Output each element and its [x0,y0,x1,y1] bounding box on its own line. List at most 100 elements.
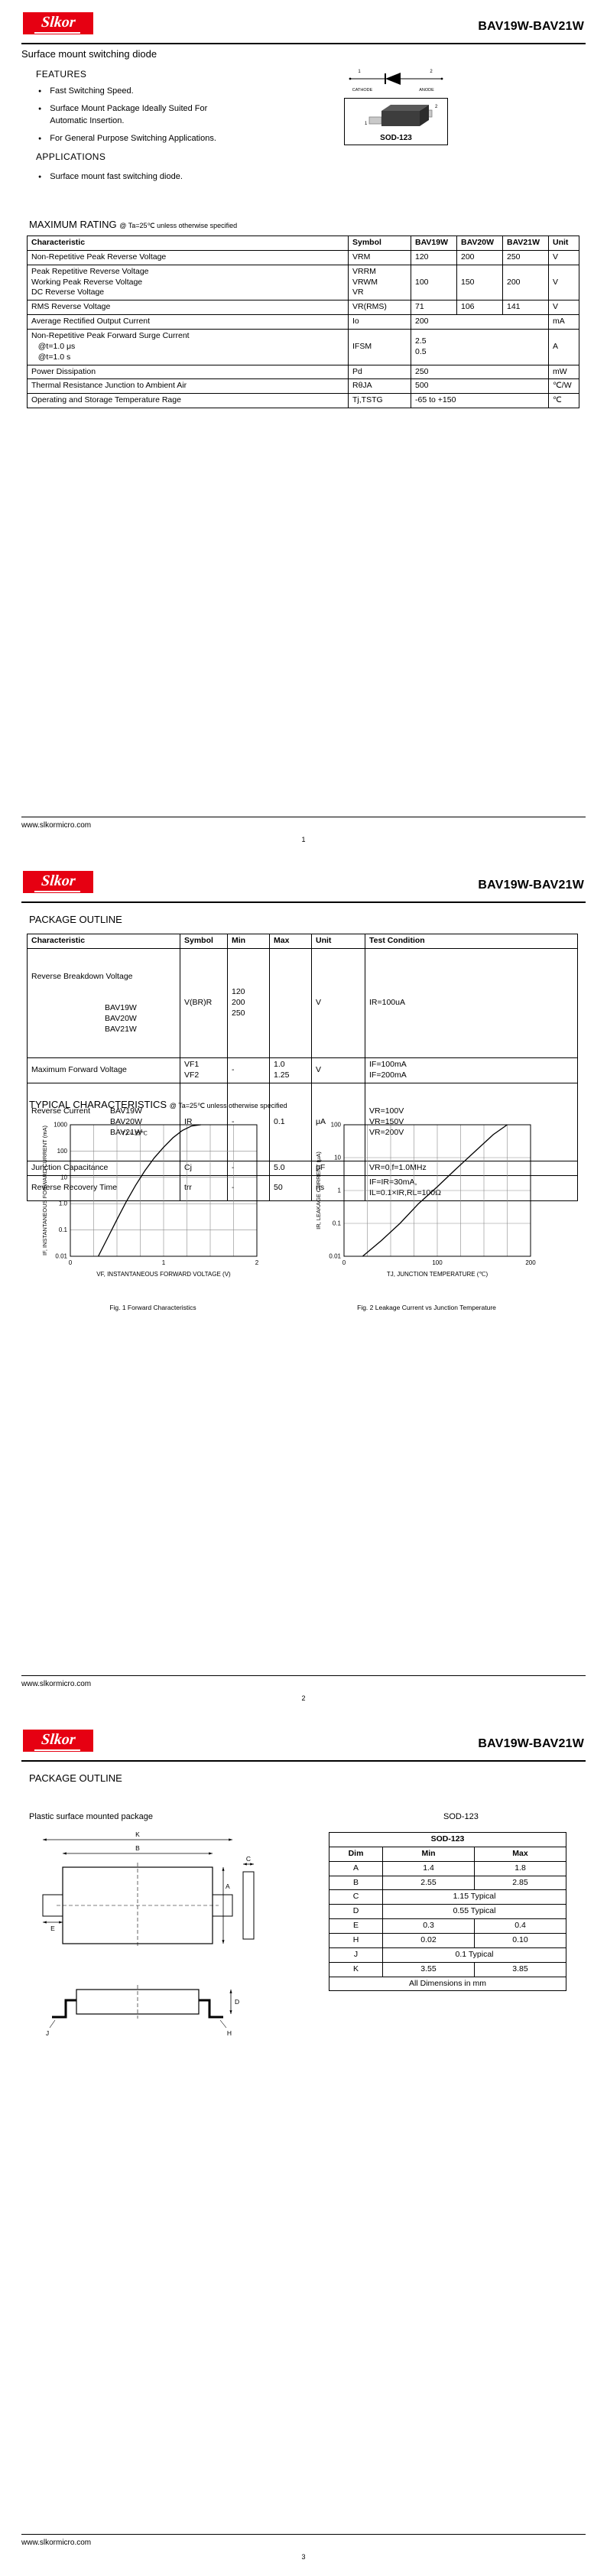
table-row: Average Rectified Output Current Io 200 … [27,314,579,330]
svg-text:0.01: 0.01 [55,1253,67,1260]
cell-unit: ℃ [548,393,579,409]
dim-label-d: D [235,1998,239,2006]
cell-value: 150 [456,264,503,301]
cell-symbol: IR [180,1083,228,1162]
maximum-rating-condition: @ Ta=25℃ unless otherwise specified [119,222,238,229]
svg-text:0.1: 0.1 [59,1226,68,1233]
footer-url: www.slkormicro.com [21,821,92,830]
maximum-rating-heading-row: MAXIMUM RATING @ Ta=25℃ unless otherwise… [29,219,237,230]
svg-text:VF, INSTANTANEOUS FORWARD VOLT: VF, INSTANTANEOUS FORWARD VOLTAGE (V) [96,1271,231,1278]
top-view-lead-left [42,1894,63,1917]
page-title: BAV19W-BAV21W [478,20,584,33]
header-divider [21,901,586,903]
package-name-label: SOD-123 [380,134,412,142]
package-top-face [381,105,429,111]
maximum-rating-heading: MAXIMUM RATING [29,219,117,230]
cell-characteristic: Non-Repetitive Peak Forward Surge Curren… [27,329,349,365]
end-view-body [242,1871,255,1940]
dimension-table-title: SOD-123 [328,1832,567,1847]
cell-max: 2.85 [473,1875,567,1891]
cell-min: - [227,1057,270,1084]
cell-symbol: IFSM [348,329,411,365]
anode-label: ANODE [419,88,434,93]
table-title-row: SOD-123 [328,1832,567,1847]
side-view-body [76,1989,200,2015]
table-row: D 0.55 Typical [329,1904,567,1920]
col-unit: Unit [311,934,365,949]
typical-characteristics-condition: @ Ta=25℃ unless otherwise specified [169,1102,287,1109]
table-row: K 3.55 3.85 [329,1961,567,1977]
cell-value: 106 [456,300,503,316]
brand-logo: Slkor [23,1730,93,1752]
footer-divider [21,2534,586,2535]
svg-text:1.0: 1.0 [59,1200,68,1207]
page-3: Slkor BAV19W-BAV21W PACKAGE OUTLINE Plas… [0,1717,607,2576]
cell-unit: mW [548,364,579,380]
feature-text: Fast Switching Speed. [50,86,134,96]
package-figure: 2 1 SOD-123 [344,98,448,145]
svg-text:100: 100 [331,1122,342,1129]
table-row: Non-Repetitive Peak Reverse Voltage VRM … [27,249,579,265]
table-row: J 0.1 Typical [329,1947,567,1963]
top-view-lead-right [212,1894,233,1917]
characteristic-variants: BAV19W BAV20W BAV21W [110,1106,142,1137]
svg-text:100: 100 [57,1148,68,1155]
col-symbol: Symbol [348,236,411,251]
diode-symbol: 1 2 CATHODE ANODE [349,70,443,93]
footer-divider [21,1675,586,1676]
applications-heading: APPLICATIONS [36,151,106,162]
cell-typical: 0.1 Typical [381,1947,567,1963]
electrical-characteristics-table: Characteristic Symbol Min Max Unit Test … [27,934,578,1201]
cell-unit: mA [548,314,579,330]
chart-leakage-current: 0 100 200 0.01 0.1 1 10 100 TJ, JUNCTION TEMPERA… [312,1117,541,1312]
feature-text: Surface Mount Package Ideally Suited For… [50,103,208,125]
svg-text:TJ, JUNCTION TEMPERATURE (℃): TJ, JUNCTION TEMPERATURE (℃) [387,1271,489,1278]
col-min: Min [382,1846,475,1862]
cell-value: 71 [411,300,457,316]
svg-text:IF, INSTANTANEOUS FORWARD CURR: IF, INSTANTANEOUS FORWARD CURRENT (mA) [41,1126,48,1256]
applications-list: ● Surface mount fast switching diode. [38,171,245,189]
header-divider [21,1760,586,1762]
col-bav19w: BAV19W [411,236,457,251]
footer-page-number: 1 [301,836,306,843]
footer-page-number: 3 [301,2553,306,2561]
cell-typical: 0.55 Typical [381,1904,567,1920]
svg-text:100: 100 [432,1259,443,1266]
side-view-lead-right [199,1999,223,2019]
cell-symbol: trr [180,1175,228,1201]
col-min: Min [227,934,270,949]
cell-unit: ℃/W [548,378,579,395]
cell-min: 0.3 [382,1918,475,1934]
cell-characteristic: Reverse Breakdown Voltage BAV19W BAV20W … [27,947,180,1059]
package-dimension-drawing: K B A E C D [31,1829,275,2055]
chart-canvas-fig2: 0 100 200 0.01 0.1 1 10 100 TJ, JUNCTION TEMPERA… [315,1122,536,1278]
table-row: Junction Capacitance Cj - 5.0 pF VR=0,f=… [27,1161,578,1177]
footer-url: www.slkormicro.com [21,2539,92,2547]
page-2: Slkor BAV19W-BAV21W PACKAGE OUTLINE Char… [0,859,607,1717]
typical-characteristics-heading: TYPICAL CHARACTERISTICS [29,1099,167,1110]
diode-symbol-figure: 1 2 CATHODE ANODE [344,66,448,97]
cell-characteristic: Non-Repetitive Peak Reverse Voltage [27,249,349,265]
svg-text:2: 2 [255,1259,259,1266]
bullet-icon: ● [38,135,42,141]
cell-min: 3.55 [382,1961,475,1977]
cell-test-condition: VR=100V VR=150V VR=200V [365,1083,578,1162]
col-max: Max [473,1846,567,1862]
cell-max: 5.0 [269,1161,312,1177]
cell-unit: A [548,329,579,365]
cell-max: 1.8 [473,1860,567,1876]
cell-dim: H [329,1933,383,1948]
svg-text:0: 0 [69,1259,73,1266]
cell-characteristic: Power Dissipation [27,364,349,380]
chart-canvas-fig1: 0 1 2 0.01 0.1 1.0 10 100 1000 VF, INSTANTANEOUS … [41,1122,259,1278]
cell-dim: J [329,1947,383,1963]
cell-value: 120 [411,249,457,265]
cell-value: 2.5 0.5 [411,329,549,365]
svg-text:10: 10 [334,1155,341,1161]
product-subtitle: Surface mount switching diode [21,48,157,60]
characteristic-title: Reverse Current [31,1106,91,1116]
cell-value: 200 [411,314,549,330]
dim-label-h: H [227,2029,232,2037]
cell-max [269,947,312,1059]
brand-logo-text: Slkor [34,872,83,892]
